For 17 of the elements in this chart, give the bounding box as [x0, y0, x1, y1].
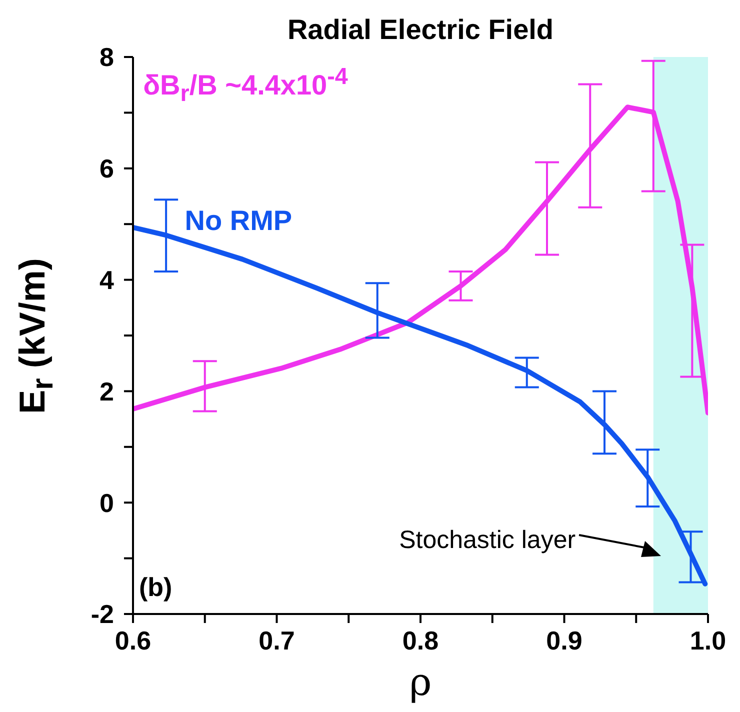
- y-tick-label: 2: [100, 376, 114, 406]
- x-tick-label: 0.6: [114, 625, 152, 656]
- annotation: (b): [139, 572, 172, 603]
- annotation: Stochastic layer: [399, 526, 576, 554]
- x-axis-title: ρ: [408, 660, 433, 704]
- chart-title: Radial Electric Field: [286, 14, 555, 46]
- x-tick-label: 1.0: [690, 625, 726, 656]
- x-tick-label: 0.8: [402, 625, 439, 656]
- y-tick-label: -2: [90, 599, 114, 630]
- y-tick-label: 6: [100, 154, 114, 184]
- y-tick-label: 4: [100, 265, 115, 296]
- series-label: No RMP: [184, 204, 292, 237]
- x-tick-label: 0.7: [258, 625, 295, 656]
- y-tick-label: 0: [100, 488, 114, 518]
- x-tick-label: 0.9: [546, 625, 582, 656]
- y-tick-label: 8: [100, 42, 114, 72]
- text: δB$_{r}$/B ~4.4x10$^{-4}$: [143, 62, 348, 106]
